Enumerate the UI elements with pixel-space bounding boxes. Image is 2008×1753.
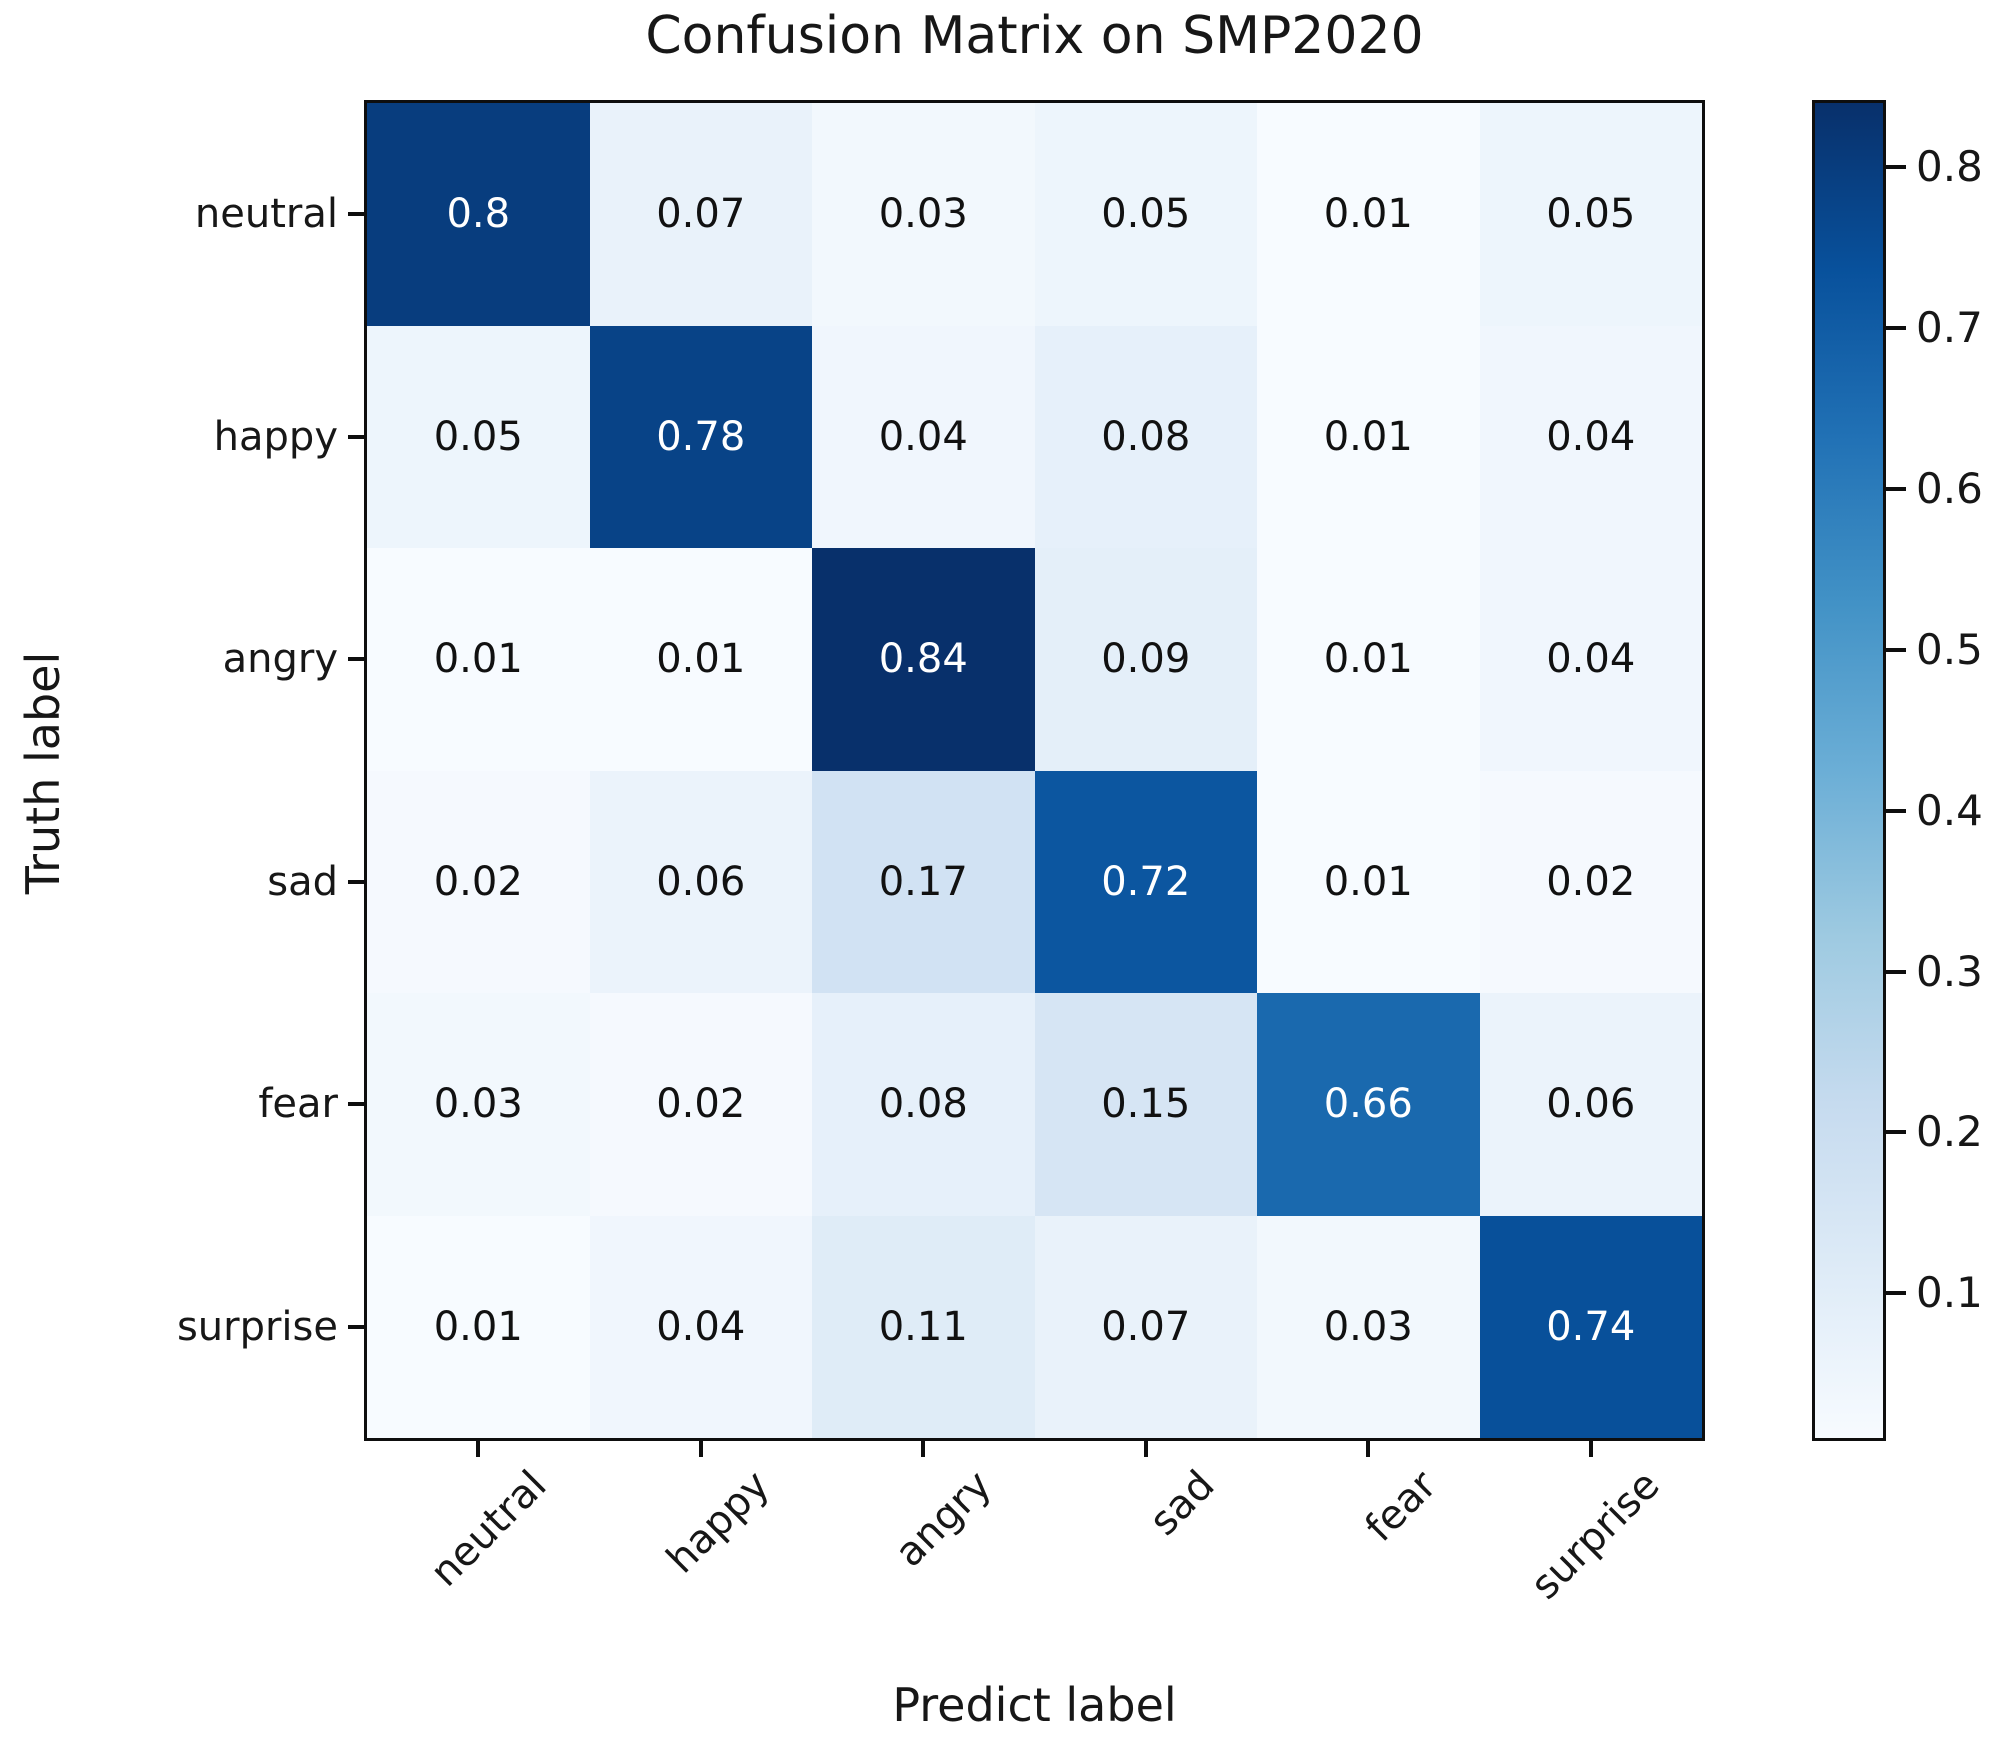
matrix-cell-angry-happy: 0.01 bbox=[589, 548, 812, 771]
matrix-cell-sad-angry: 0.17 bbox=[812, 770, 1035, 993]
matrix-cell-surprise-surprise: 0.74 bbox=[1479, 1215, 1702, 1438]
x-axis-title: Predict label bbox=[892, 1678, 1177, 1732]
matrix-cell-surprise-sad: 0.07 bbox=[1034, 1215, 1257, 1438]
matrix-cell-angry-neutral: 0.01 bbox=[367, 548, 590, 771]
matrix-cell-neutral-sad: 0.05 bbox=[1034, 103, 1257, 326]
x-tick-label-happy: happy bbox=[657, 1462, 779, 1583]
y-tick-mark bbox=[348, 434, 367, 439]
matrix-cell-angry-sad: 0.09 bbox=[1034, 548, 1257, 771]
matrix-cell-happy-fear: 0.01 bbox=[1257, 325, 1480, 548]
x-tick-label-angry: angry bbox=[886, 1462, 1001, 1577]
x-tick-mark bbox=[1366, 1438, 1371, 1457]
colorbar-tick-label-0.7: 0.7 bbox=[1916, 303, 1983, 353]
colorbar-tick-mark bbox=[1886, 165, 1906, 170]
colorbar-tick-mark bbox=[1886, 1130, 1906, 1135]
matrix-cell-happy-surprise: 0.04 bbox=[1479, 325, 1702, 548]
y-tick-label-happy: happy bbox=[213, 413, 338, 460]
matrix-cell-angry-fear: 0.01 bbox=[1257, 548, 1480, 771]
y-tick-label-surprise: surprise bbox=[176, 1303, 338, 1350]
matrix-cell-fear-neutral: 0.03 bbox=[367, 993, 590, 1216]
x-tick-mark bbox=[476, 1438, 481, 1457]
y-tick-label-angry: angry bbox=[222, 636, 338, 683]
colorbar-gradient bbox=[1815, 103, 1883, 1438]
colorbar-tick-mark bbox=[1886, 647, 1906, 652]
y-tick-mark bbox=[348, 212, 367, 217]
y-tick-mark bbox=[348, 1324, 367, 1329]
matrix-cell-surprise-happy: 0.04 bbox=[589, 1215, 812, 1438]
matrix-cell-neutral-surprise: 0.05 bbox=[1479, 103, 1702, 326]
colorbar-tick-label-0.2: 0.2 bbox=[1916, 1107, 1983, 1157]
heatmap-grid: 0.8 0.07 0.03 0.05 0.01 0.05 0.05 0.78 0.04 0.08 0… bbox=[367, 103, 1702, 1438]
colorbar-tick-label-0.6: 0.6 bbox=[1916, 464, 1983, 514]
y-axis-title: Truth label bbox=[16, 651, 70, 895]
y-tick-label-fear: fear bbox=[258, 1081, 338, 1128]
matrix-cell-neutral-neutral: 0.8 bbox=[367, 103, 590, 326]
matrix-cell-happy-neutral: 0.05 bbox=[367, 325, 590, 548]
x-tick-label-sad: sad bbox=[1140, 1462, 1224, 1545]
x-tick-mark bbox=[1143, 1438, 1148, 1457]
matrix-cell-angry-angry: 0.84 bbox=[812, 548, 1035, 771]
matrix-cell-fear-fear: 0.66 bbox=[1257, 993, 1480, 1216]
matrix-cell-sad-happy: 0.06 bbox=[589, 770, 812, 993]
matrix-cell-sad-surprise: 0.02 bbox=[1479, 770, 1702, 993]
colorbar-tick-label-0.3: 0.3 bbox=[1916, 946, 1983, 996]
matrix-cell-neutral-angry: 0.03 bbox=[812, 103, 1035, 326]
matrix-cell-sad-sad: 0.72 bbox=[1034, 770, 1257, 993]
matrix-cell-sad-neutral: 0.02 bbox=[367, 770, 590, 993]
colorbar-tick-mark bbox=[1886, 487, 1906, 492]
colorbar-tick-label-0.4: 0.4 bbox=[1916, 785, 1983, 835]
colorbar-tick-label-0.8: 0.8 bbox=[1916, 142, 1983, 192]
x-tick-label-fear: fear bbox=[1356, 1462, 1446, 1551]
matrix-cell-neutral-happy: 0.07 bbox=[589, 103, 812, 326]
matrix-cell-fear-sad: 0.15 bbox=[1034, 993, 1257, 1216]
matrix-cell-surprise-neutral: 0.01 bbox=[367, 1215, 590, 1438]
chart-title: Confusion Matrix on SMP2020 bbox=[645, 6, 1424, 66]
x-tick-mark bbox=[698, 1438, 703, 1457]
x-tick-label-neutral: neutral bbox=[422, 1462, 556, 1596]
matrix-cell-fear-surprise: 0.06 bbox=[1479, 993, 1702, 1216]
y-tick-mark bbox=[348, 657, 367, 662]
heatmap-plot-area: 0.8 0.07 0.03 0.05 0.01 0.05 0.05 0.78 0.04 0.08 0… bbox=[364, 100, 1705, 1441]
colorbar-tick-mark bbox=[1886, 326, 1906, 331]
colorbar-tick-mark bbox=[1886, 1291, 1906, 1296]
x-tick-mark bbox=[1588, 1438, 1593, 1457]
matrix-cell-angry-surprise: 0.04 bbox=[1479, 548, 1702, 771]
matrix-cell-surprise-fear: 0.03 bbox=[1257, 1215, 1480, 1438]
x-tick-label-surprise: surprise bbox=[1521, 1462, 1669, 1609]
y-tick-mark bbox=[348, 879, 367, 884]
x-tick-mark bbox=[921, 1438, 926, 1457]
matrix-cell-happy-angry: 0.04 bbox=[812, 325, 1035, 548]
colorbar-tick-label-0.1: 0.1 bbox=[1916, 1268, 1983, 1318]
colorbar-tick-mark bbox=[1886, 808, 1906, 813]
y-tick-label-neutral: neutral bbox=[194, 191, 338, 238]
y-tick-label-sad: sad bbox=[267, 858, 338, 905]
matrix-cell-fear-angry: 0.08 bbox=[812, 993, 1035, 1216]
matrix-cell-neutral-fear: 0.01 bbox=[1257, 103, 1480, 326]
matrix-cell-happy-sad: 0.08 bbox=[1034, 325, 1257, 548]
matrix-cell-surprise-angry: 0.11 bbox=[812, 1215, 1035, 1438]
matrix-cell-fear-happy: 0.02 bbox=[589, 993, 812, 1216]
colorbar-tick-mark bbox=[1886, 969, 1906, 974]
colorbar-tick-label-0.5: 0.5 bbox=[1916, 624, 1983, 674]
matrix-cell-happy-happy: 0.78 bbox=[589, 325, 812, 548]
matrix-cell-sad-fear: 0.01 bbox=[1257, 770, 1480, 993]
y-tick-mark bbox=[348, 1102, 367, 1107]
colorbar bbox=[1812, 100, 1886, 1441]
